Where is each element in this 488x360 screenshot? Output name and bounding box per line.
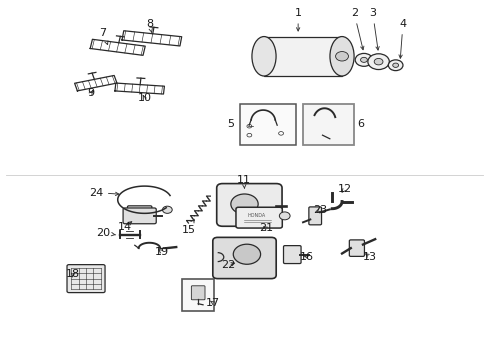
FancyBboxPatch shape	[236, 207, 282, 228]
Circle shape	[335, 51, 348, 61]
Text: 4: 4	[398, 19, 406, 58]
Circle shape	[233, 244, 260, 264]
Text: 3: 3	[368, 8, 379, 50]
Text: 17: 17	[205, 298, 220, 308]
Text: 11: 11	[237, 175, 250, 188]
FancyBboxPatch shape	[264, 37, 341, 76]
Text: 23: 23	[312, 205, 326, 215]
Text: 16: 16	[299, 252, 313, 262]
Text: 22: 22	[221, 260, 235, 270]
Circle shape	[392, 63, 398, 67]
Text: 18: 18	[66, 269, 80, 279]
Text: 15: 15	[181, 219, 195, 235]
FancyBboxPatch shape	[123, 208, 156, 224]
Circle shape	[373, 58, 382, 65]
FancyBboxPatch shape	[67, 265, 105, 293]
Circle shape	[360, 57, 366, 62]
FancyBboxPatch shape	[283, 246, 301, 264]
FancyBboxPatch shape	[216, 184, 282, 226]
Bar	[182, 279, 214, 311]
Circle shape	[367, 54, 388, 69]
Circle shape	[387, 60, 402, 71]
Text: 21: 21	[259, 224, 273, 233]
Text: 14: 14	[118, 222, 132, 231]
Text: 24: 24	[88, 188, 119, 198]
Bar	[239, 104, 295, 145]
Text: 7: 7	[100, 28, 108, 45]
Text: 10: 10	[137, 93, 151, 103]
Text: 8: 8	[145, 19, 153, 32]
FancyBboxPatch shape	[348, 240, 364, 256]
Text: 12: 12	[337, 184, 351, 194]
FancyBboxPatch shape	[212, 237, 276, 279]
Circle shape	[162, 206, 172, 213]
Bar	[303, 104, 353, 145]
Circle shape	[230, 194, 258, 214]
Text: 13: 13	[363, 252, 377, 262]
Ellipse shape	[251, 37, 276, 76]
Text: 5: 5	[227, 120, 234, 129]
Text: 1: 1	[294, 8, 301, 31]
Text: HONDA: HONDA	[247, 213, 265, 218]
Text: 19: 19	[154, 247, 168, 257]
FancyBboxPatch shape	[308, 207, 321, 225]
Text: 20: 20	[96, 228, 116, 238]
FancyBboxPatch shape	[191, 286, 204, 300]
Circle shape	[354, 53, 372, 66]
Circle shape	[279, 212, 289, 220]
Text: 9: 9	[87, 88, 94, 98]
Text: 2: 2	[350, 8, 363, 50]
Ellipse shape	[329, 37, 353, 76]
FancyBboxPatch shape	[127, 206, 152, 221]
Text: 6: 6	[357, 120, 364, 129]
